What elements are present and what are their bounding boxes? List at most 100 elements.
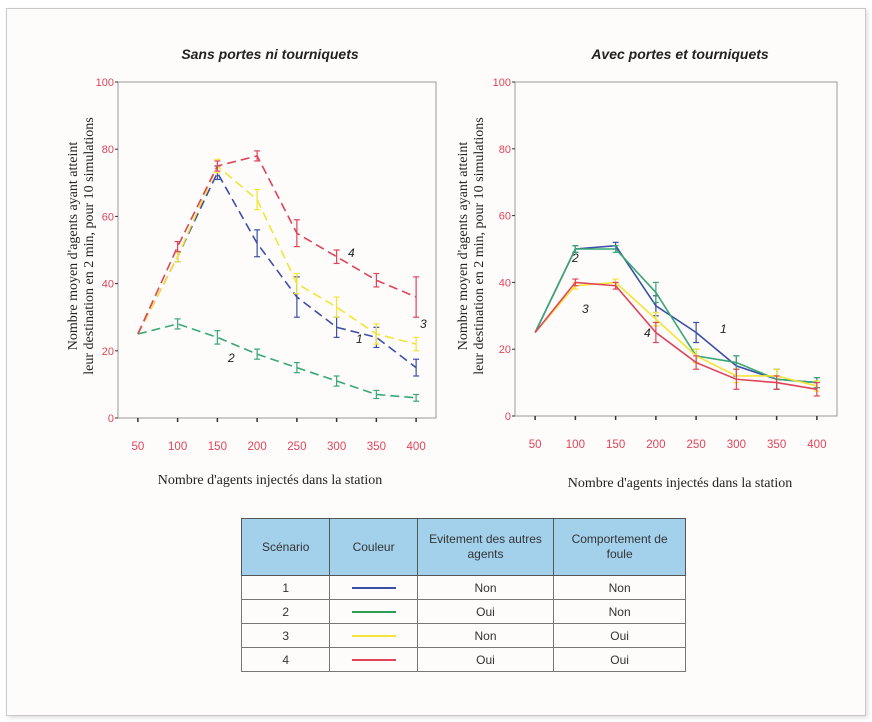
x-tick-label: 200 <box>248 441 267 453</box>
color-swatch <box>351 659 396 662</box>
cell-evitement: Oui <box>416 647 555 672</box>
cell-foule: Oui <box>553 647 686 672</box>
error-bar <box>373 272 380 288</box>
series-annotation: 2 <box>571 251 579 265</box>
cell-scenario: 1 <box>240 575 331 600</box>
cell-evitement: Oui <box>416 599 555 624</box>
x-tick-label: 400 <box>807 439 826 451</box>
header-scenario: Scénario <box>240 518 331 576</box>
error-bar <box>254 348 261 360</box>
x-tick-label: 350 <box>767 439 786 451</box>
error-bar <box>612 245 619 253</box>
cell-color <box>329 599 418 624</box>
series-line-1 <box>534 244 817 384</box>
error-bar <box>413 358 420 377</box>
x-tick-label: 250 <box>287 441 306 453</box>
error-bar <box>214 330 221 345</box>
error-bar <box>174 241 181 253</box>
error-bar <box>373 323 380 345</box>
error-bar <box>612 281 619 290</box>
cell-foule: Oui <box>553 623 686 648</box>
x-tick-label: 100 <box>566 439 585 451</box>
y-tick-label: 0 <box>108 413 114 425</box>
scenario-legend-table: Scénario Couleur Evitement des autres ag… <box>240 518 686 672</box>
y-tick-label: 20 <box>102 346 114 358</box>
plot-area <box>514 81 838 417</box>
header-evitement: Evitement des autres agents <box>416 518 555 576</box>
error-bar <box>254 188 261 211</box>
legend-header-row: Scénario Couleur Evitement des autres ag… <box>240 518 686 576</box>
series-annotation: 3 <box>420 317 427 331</box>
y-tick-label: 100 <box>96 77 114 89</box>
error-bar <box>652 281 659 304</box>
y-tick-label: 40 <box>499 277 511 289</box>
error-bar <box>333 296 340 318</box>
x-tick-label: 350 <box>367 441 386 453</box>
cell-color <box>329 575 418 600</box>
x-tick-label: 300 <box>727 439 746 451</box>
chart-title-left: Sans portes ni tourniquets <box>181 46 359 62</box>
header-couleur: Couleur <box>329 518 418 576</box>
y-tick-label: 80 <box>499 144 511 156</box>
cell-color <box>329 647 418 672</box>
table-row: 3 Non Oui <box>240 623 686 648</box>
series-annotation: 1 <box>356 332 363 346</box>
series-annotation: 1 <box>720 322 727 336</box>
y-tick-label: 40 <box>102 279 114 291</box>
series-annotation: 4 <box>348 246 355 260</box>
x-tick-label: 100 <box>168 441 187 453</box>
error-bar <box>693 355 700 370</box>
error-bar <box>413 393 420 402</box>
x-tick-label: 200 <box>646 439 665 451</box>
x-axis-label-left: Nombre d'agents injectés dans la station <box>157 473 383 488</box>
error-bar <box>652 321 659 344</box>
y-tick-label: 60 <box>499 211 511 223</box>
x-tick-label: 250 <box>687 439 706 451</box>
y-tick-label: 100 <box>493 77 511 89</box>
series-line-2 <box>137 323 417 399</box>
x-tick-label: 50 <box>529 439 542 451</box>
error-bar <box>373 389 380 400</box>
error-bar <box>413 336 420 352</box>
y-tick-label: 20 <box>499 344 511 356</box>
error-bar <box>293 219 300 248</box>
series-line-4 <box>534 281 818 391</box>
series-line-2 <box>534 248 817 384</box>
error-bar <box>293 272 300 295</box>
cell-scenario: 2 <box>240 599 331 624</box>
plot-area <box>117 81 437 419</box>
error-bar <box>293 361 300 374</box>
error-bar <box>693 321 700 344</box>
color-swatch <box>351 635 396 638</box>
color-swatch <box>351 587 396 590</box>
y-tick-label: 0 <box>505 411 511 423</box>
error-bar <box>333 249 340 265</box>
table-row: 1 Non Non <box>240 575 686 600</box>
table-row: 2 Oui Non <box>240 599 686 624</box>
error-bar <box>572 245 579 253</box>
cell-evitement: Non <box>416 623 555 648</box>
series-annotation: 4 <box>644 326 651 340</box>
series-line-3 <box>137 164 417 345</box>
error-bar <box>733 368 740 390</box>
cell-color <box>329 623 418 648</box>
x-tick-label: 300 <box>327 441 346 453</box>
x-tick-label: 400 <box>407 441 426 453</box>
series-line-4 <box>137 154 417 335</box>
cell-foule: Non <box>553 599 686 624</box>
x-tick-label: 50 <box>131 441 144 453</box>
x-axis-label-right: Nombre d'agents injectés dans la station <box>567 476 793 491</box>
x-tick-label: 150 <box>208 441 227 453</box>
error-bar <box>174 318 181 330</box>
error-bar <box>572 278 579 287</box>
header-comportement: Comportement de foule <box>553 518 686 576</box>
cell-foule: Non <box>553 575 686 600</box>
error-bar <box>254 229 261 258</box>
series-annotation: 2 <box>227 351 235 365</box>
cell-evitement: Non <box>416 575 555 600</box>
y-tick-label: 60 <box>102 211 114 223</box>
cell-scenario: 4 <box>240 647 331 672</box>
cell-scenario: 3 <box>240 623 331 648</box>
